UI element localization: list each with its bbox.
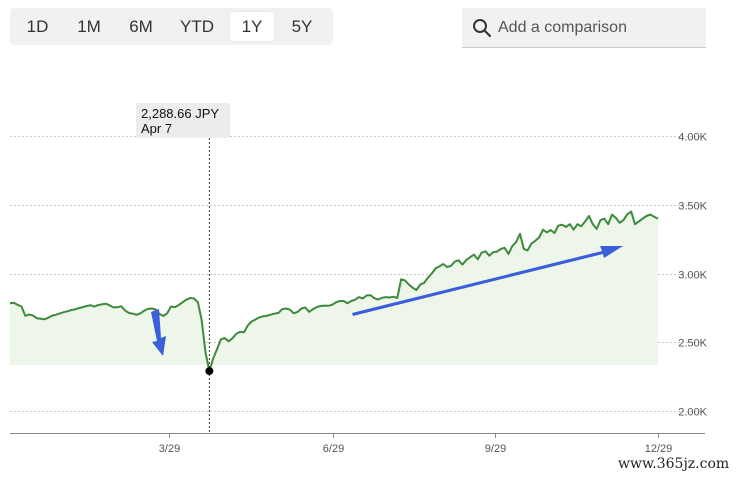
range-tab-label: YTD <box>180 16 214 36</box>
y-tick-label: 2.00K <box>678 407 707 419</box>
up-arrow-annotation <box>352 246 623 316</box>
range-tab-label: 5Y <box>291 16 313 36</box>
price-line[interactable] <box>9 210 659 373</box>
y-tick-label: 3.50K <box>678 201 707 213</box>
range-tab-1m[interactable]: 1M <box>66 12 112 41</box>
down-arrow-annotation <box>151 309 166 356</box>
y-tick-label: 3.00K <box>678 270 707 282</box>
comparison-search <box>462 8 706 48</box>
search-icon[interactable] <box>472 18 492 38</box>
x-tick-label: 9/29 <box>485 443 506 455</box>
range-tab-label: 1Y <box>241 16 263 36</box>
range-tab-ytd[interactable]: YTD <box>170 12 224 41</box>
range-tab-6m[interactable]: 6M <box>118 12 164 41</box>
range-tab-1y[interactable]: 1Y <box>230 12 274 41</box>
range-tab-label: 1D <box>26 16 49 36</box>
tooltip-date: Apr 7 <box>141 121 173 136</box>
highlight-point[interactable] <box>205 367 214 376</box>
x-tick-label: 12/29 <box>645 443 673 455</box>
price-tooltip: 2,288.66 JPY Apr 7 <box>136 103 230 138</box>
y-tick-label: 4.00K <box>678 132 707 144</box>
time-range-selector: 1D 1M 6M YTD 1Y 5Y <box>10 8 333 45</box>
watermark: www.365jz.com <box>618 456 730 472</box>
range-tab-label: 6M <box>129 16 153 36</box>
range-tab-label: 1M <box>77 16 101 36</box>
comparison-input[interactable] <box>498 8 698 47</box>
y-tick-label: 2.50K <box>678 338 707 350</box>
price-area-fill <box>10 211 658 372</box>
range-tab-5y[interactable]: 5Y <box>280 12 324 41</box>
x-tick-label: 3/29 <box>159 443 180 455</box>
x-tick-label: 6/29 <box>323 443 344 455</box>
range-tab-1d[interactable]: 1D <box>15 12 60 41</box>
tooltip-price: 2,288.66 JPY <box>141 106 220 121</box>
